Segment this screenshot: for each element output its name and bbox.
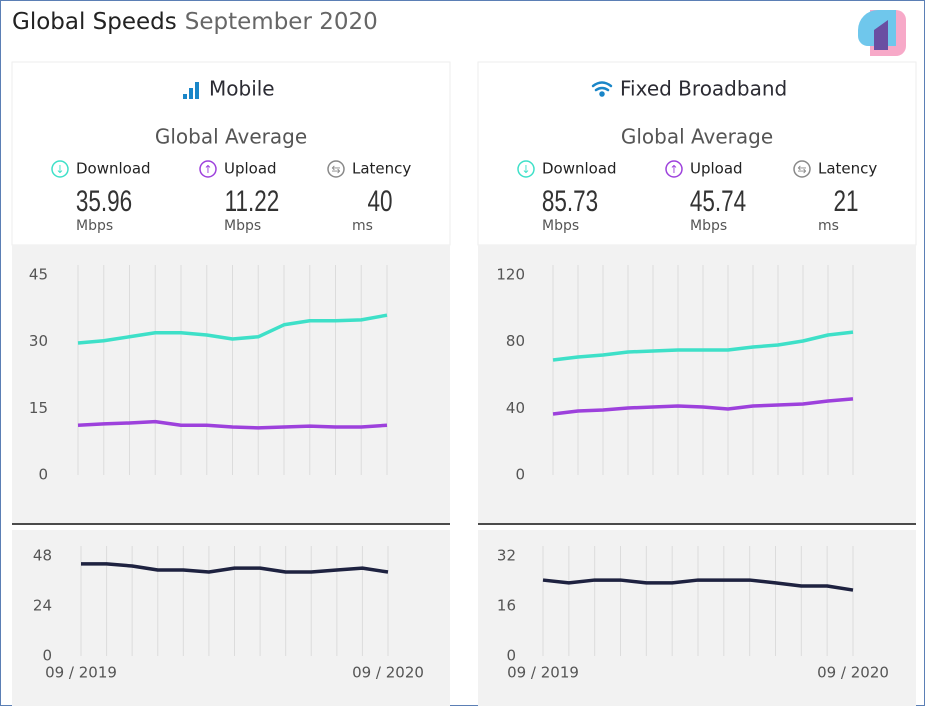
y-tick-label: 45 bbox=[29, 266, 48, 284]
series-line bbox=[552, 330, 854, 362]
metric-unit: Mbps bbox=[76, 218, 113, 234]
panel-header bbox=[477, 61, 917, 246]
subtitle: September 2020 bbox=[185, 9, 378, 35]
metric-value: 45.74 bbox=[690, 184, 746, 218]
panel-header bbox=[11, 61, 451, 246]
metric-label: Upload bbox=[690, 160, 743, 178]
metric-value: 11.22 bbox=[225, 184, 280, 218]
y-tick-label: 32 bbox=[497, 547, 516, 565]
x-tick-label: 09 / 2019 bbox=[507, 664, 579, 682]
metric-unit: Mbps bbox=[224, 218, 261, 234]
title: Global Speeds bbox=[12, 9, 177, 35]
series-line bbox=[77, 419, 388, 430]
metric-value: 40 bbox=[367, 184, 392, 218]
y-tick-label: 24 bbox=[33, 597, 52, 615]
chart-area bbox=[478, 530, 916, 706]
y-tick-label: 0 bbox=[38, 466, 48, 484]
y-tick-label: 30 bbox=[29, 332, 48, 350]
chart-area bbox=[12, 245, 450, 523]
metric-unit: Mbps bbox=[542, 218, 579, 234]
metric-icon bbox=[793, 160, 811, 178]
metric-icon-glyph: ↓ bbox=[55, 163, 64, 176]
metric-label: Latency bbox=[352, 160, 411, 178]
metric-label: Latency bbox=[818, 160, 877, 178]
metric-icon-glyph: ↓ bbox=[521, 163, 530, 176]
metric-unit: ms bbox=[818, 218, 839, 234]
series-line bbox=[552, 397, 854, 416]
y-tick-label: 80 bbox=[506, 332, 525, 350]
metric-icon bbox=[665, 160, 683, 178]
chart-area bbox=[478, 245, 916, 523]
metric-icon bbox=[517, 160, 535, 178]
mobile-icon bbox=[183, 82, 199, 99]
page-title: Global Speeds September 2020 bbox=[12, 9, 378, 35]
panel-title: Fixed Broadband bbox=[620, 77, 787, 101]
y-tick-label: 120 bbox=[496, 266, 525, 284]
metric-icon bbox=[199, 160, 217, 178]
y-tick-label: 16 bbox=[497, 597, 516, 615]
average-label: Global Average bbox=[155, 125, 307, 149]
y-tick-label: 0 bbox=[515, 466, 525, 484]
series-line bbox=[77, 313, 388, 345]
metric-label: Download bbox=[76, 160, 151, 178]
wifi-icon bbox=[591, 81, 613, 97]
metric-icon bbox=[327, 160, 345, 178]
y-tick-label: 0 bbox=[42, 647, 52, 665]
y-tick-label: 15 bbox=[29, 399, 48, 417]
metric-value: 35.96 bbox=[76, 184, 132, 218]
metric-icon bbox=[51, 160, 69, 178]
panel: Mobile Global Average ↓ Download35.96Mbps… bbox=[11, 61, 451, 706]
metric-label: Download bbox=[542, 160, 617, 178]
x-tick-label: 09 / 2019 bbox=[45, 664, 117, 682]
y-tick-label: 48 bbox=[33, 547, 52, 565]
metric-icon-glyph: ⇆ bbox=[797, 163, 806, 176]
series-line bbox=[81, 562, 389, 574]
metric-label: Upload bbox=[224, 160, 277, 178]
logo bbox=[858, 10, 906, 56]
panel-title: Mobile bbox=[209, 77, 275, 101]
metric-icon-glyph: ↑ bbox=[669, 163, 678, 176]
y-tick-label: 40 bbox=[506, 399, 525, 417]
average-label: Global Average bbox=[621, 125, 773, 149]
series-line bbox=[542, 578, 854, 592]
x-tick-label: 09 / 2020 bbox=[352, 664, 424, 682]
metric-unit: Mbps bbox=[690, 218, 727, 234]
chart-area bbox=[12, 530, 450, 706]
panel: Fixed Broadband Global Average ↓ Download… bbox=[477, 61, 917, 706]
metric-value: 21 bbox=[833, 184, 858, 218]
metric-value: 85.73 bbox=[542, 184, 598, 218]
y-tick-label: 0 bbox=[506, 647, 516, 665]
metric-unit: ms bbox=[352, 218, 373, 234]
x-tick-label: 09 / 2020 bbox=[817, 664, 889, 682]
metric-icon-glyph: ↑ bbox=[203, 163, 212, 176]
metric-icon-glyph: ⇆ bbox=[331, 163, 340, 176]
